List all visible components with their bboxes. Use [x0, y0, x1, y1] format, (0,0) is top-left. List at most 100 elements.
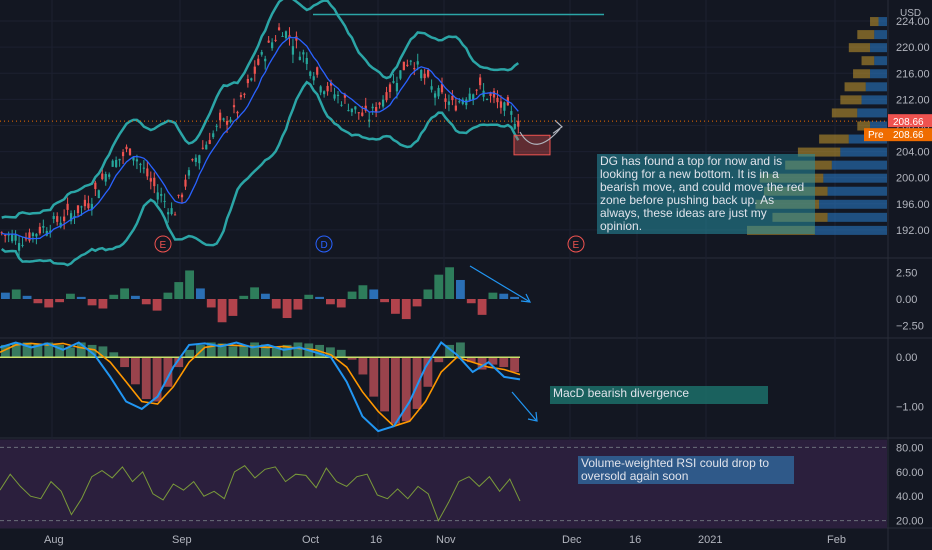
macd-histogram-bar	[445, 344, 454, 358]
osc-bar	[369, 289, 379, 299]
macd-histogram-bar	[488, 357, 498, 365]
bollinger-upper	[1, 0, 520, 219]
event-marker	[315, 235, 333, 253]
profile-bar-down	[819, 134, 849, 144]
candle-body	[316, 67, 319, 75]
macd-histogram-bar	[109, 352, 119, 358]
macd-histogram-bar	[217, 343, 227, 358]
candle-body	[517, 120, 520, 127]
rsi-tick-label: 80.00	[896, 442, 924, 454]
price-axis[interactable]: 192.00196.00200.00204.00208.00212.00216.…	[864, 8, 932, 528]
candle-body	[454, 105, 457, 111]
osc-bar	[499, 293, 509, 299]
osc-bar	[347, 291, 357, 299]
osc-bar	[152, 299, 162, 311]
rsi-pane[interactable]	[0, 439, 887, 529]
profile-bar-down	[857, 121, 871, 131]
candle-body	[76, 205, 80, 214]
candle-body	[260, 52, 263, 55]
oscillator-pane[interactable]	[1, 265, 532, 323]
candle-body	[173, 214, 177, 216]
candle-body	[198, 155, 201, 164]
macd-histogram-bar	[1, 344, 10, 358]
candle-body	[343, 94, 347, 98]
x-tick-label: Nov	[436, 534, 456, 546]
candle-body	[492, 91, 496, 98]
profile-bar-down	[840, 95, 862, 105]
osc-bar	[109, 294, 119, 299]
macd-note[interactable]: MacD bearish divergence	[550, 386, 768, 404]
candle-body	[461, 99, 464, 104]
profile-bar-up	[827, 186, 887, 196]
osc-bar	[66, 293, 75, 299]
candle-body	[4, 234, 7, 236]
candle-body	[59, 222, 62, 228]
candle-body	[458, 101, 461, 103]
macd-histogram-bar	[336, 349, 346, 358]
macd-tick-label: −1.00	[896, 401, 924, 413]
profile-bar-down	[861, 56, 875, 66]
macd-histogram-bar	[456, 342, 465, 358]
macd-histogram-bar	[358, 357, 368, 375]
macd-histogram-bar	[131, 357, 140, 385]
osc-bar	[44, 299, 54, 308]
osc-bar	[206, 299, 216, 308]
x-tick-label: Feb	[827, 534, 846, 546]
osc-bar	[326, 299, 335, 305]
candle-body	[475, 89, 478, 91]
candle-body	[28, 232, 31, 241]
macd-histogram-bar	[423, 357, 433, 387]
candle-body	[409, 60, 412, 62]
candle-body	[11, 234, 14, 242]
profile-bar-up	[857, 108, 887, 118]
time-axis[interactable]: Aug Sep Oct 16 Nov Dec 16 2021 Feb	[44, 534, 846, 546]
candle-body	[208, 140, 211, 144]
macd-histogram-bar	[250, 342, 259, 358]
osc-bar	[141, 299, 151, 305]
event-marker	[154, 235, 172, 253]
macd-histogram-bar	[347, 357, 357, 360]
macd-histogram-bar	[120, 357, 129, 368]
candle-body	[243, 93, 246, 95]
pre-price-label: 208.66	[893, 130, 924, 141]
osc-tick-label: 0.00	[896, 294, 917, 306]
osc-bar	[358, 285, 368, 299]
candle-body	[319, 86, 322, 93]
candle-body	[250, 78, 253, 81]
rsi-note[interactable]: Volume-weighted RSI could drop to overso…	[578, 456, 794, 484]
profile-bar-up	[878, 17, 887, 27]
osc-bar	[336, 299, 346, 308]
candle-body	[201, 147, 204, 149]
candle-body	[489, 93, 492, 96]
candle-body	[430, 86, 433, 90]
macd-pane[interactable]	[0, 341, 538, 433]
macd-histogram-bar	[98, 346, 108, 358]
candle-body	[66, 203, 69, 210]
macd-trend-arrow-head	[527, 411, 538, 422]
osc-bar	[261, 293, 270, 299]
osc-bar	[33, 299, 43, 304]
candle-body	[90, 203, 93, 210]
analysis-note[interactable]: DG has found a top for now and is lookin…	[597, 154, 815, 234]
candle-body	[153, 177, 156, 187]
macd-histogram-bar	[163, 357, 173, 387]
macd-histogram-bar	[22, 342, 32, 358]
candle-body	[215, 125, 218, 127]
profile-bar-up	[819, 199, 887, 209]
candle-body	[56, 216, 59, 222]
osc-bar	[401, 299, 411, 320]
macd-histogram-bar	[434, 357, 444, 363]
candle-body	[298, 56, 301, 60]
candle-body	[388, 84, 392, 92]
osc-bar	[250, 287, 259, 299]
candle-body	[142, 167, 145, 169]
bollinger-lower	[0, 80, 520, 267]
candle-body	[402, 61, 405, 71]
candle-body	[513, 123, 516, 129]
candle-body	[94, 182, 97, 189]
candle-body	[80, 206, 83, 208]
profile-bar-up	[870, 69, 887, 79]
event-marker-label: E	[573, 240, 580, 251]
